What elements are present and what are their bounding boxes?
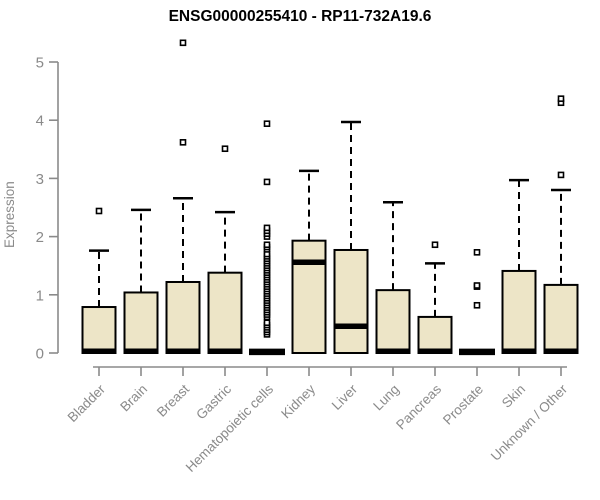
box xyxy=(123,291,159,354)
outlier-point xyxy=(431,241,439,249)
x-category-label: Kidney xyxy=(278,381,318,421)
outlier-point xyxy=(95,207,103,215)
outlier-point xyxy=(221,145,229,153)
y-tick-label: 0 xyxy=(36,346,44,363)
box xyxy=(501,269,537,354)
y-tick-label: 2 xyxy=(36,229,44,246)
chart-title: ENSG00000255410 - RP11-732A19.6 xyxy=(168,8,432,25)
outlier-point xyxy=(473,282,481,289)
box xyxy=(543,283,579,355)
x-category-label: Breast xyxy=(154,381,192,419)
outlier-point xyxy=(473,301,481,309)
y-tick-label: 4 xyxy=(36,113,44,130)
outlier-point xyxy=(263,241,271,249)
box xyxy=(417,315,453,354)
box xyxy=(375,289,411,355)
outlier-point xyxy=(179,39,187,47)
outlier-point xyxy=(557,95,565,102)
outlier-point xyxy=(557,171,565,179)
box xyxy=(333,248,369,354)
outlier-point xyxy=(473,249,481,256)
box xyxy=(165,280,201,354)
x-category-label: Bladder xyxy=(65,381,109,425)
x-category-label: Brain xyxy=(117,382,150,415)
box xyxy=(291,239,327,354)
box xyxy=(81,306,117,355)
outlier-point xyxy=(263,120,271,127)
x-category-label: Prostate xyxy=(440,382,486,428)
box xyxy=(207,271,243,354)
x-category-label: Skin xyxy=(499,382,528,411)
outlier-point xyxy=(263,178,271,186)
x-category-label: Lung xyxy=(370,382,402,414)
x-category-label: Gastric xyxy=(193,381,234,422)
y-tick-label: 5 xyxy=(36,55,44,72)
outlier-point xyxy=(263,319,271,327)
y-tick-label: 3 xyxy=(36,171,44,188)
outlier-point xyxy=(263,224,271,232)
y-tick-label: 1 xyxy=(36,287,44,304)
outlier-point xyxy=(179,139,187,146)
x-category-label: Liver xyxy=(329,381,361,413)
x-category-label: Unknown / Other xyxy=(488,381,571,464)
x-category-label: Pancreas xyxy=(393,381,444,432)
